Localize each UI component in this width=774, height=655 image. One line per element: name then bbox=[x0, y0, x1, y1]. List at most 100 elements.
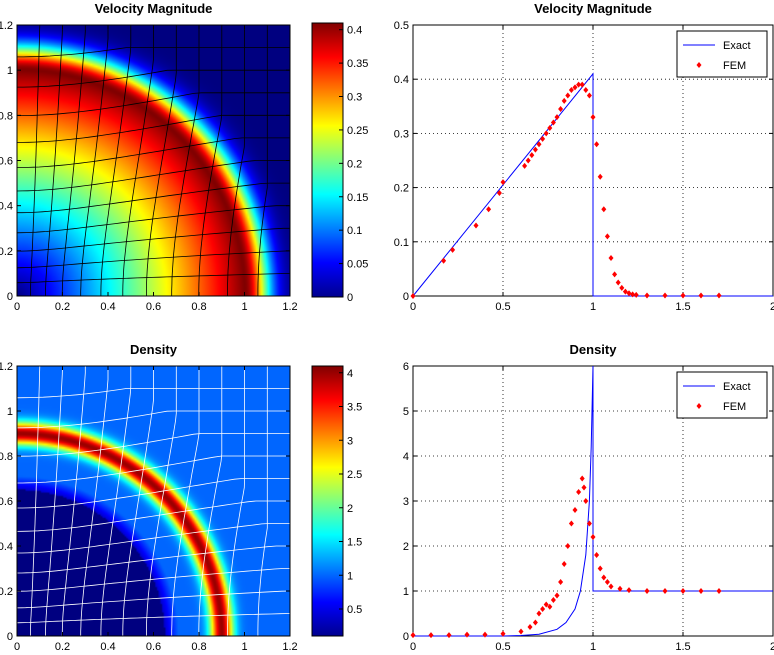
x-tick-label: 0.2 bbox=[55, 301, 70, 313]
y-tick-label: 0.1 bbox=[394, 237, 409, 249]
x-tick-label: 0.8 bbox=[191, 641, 206, 653]
legend-label: Exact bbox=[723, 40, 751, 52]
y-tick-label: 1.2 bbox=[0, 361, 13, 373]
mesh-group bbox=[16, 24, 291, 297]
x-tick-label: 1 bbox=[590, 301, 596, 313]
data-point bbox=[565, 543, 571, 549]
data-point bbox=[540, 606, 546, 612]
x-tick-label: 0 bbox=[14, 301, 20, 313]
data-point bbox=[518, 628, 524, 635]
data-point bbox=[630, 291, 636, 298]
x-tick-label: 0 bbox=[410, 301, 416, 313]
colorbar-tick-label: 2.5 bbox=[347, 469, 362, 481]
data-point bbox=[576, 81, 582, 88]
x-tick-label: 1 bbox=[590, 641, 596, 653]
data-point bbox=[590, 534, 596, 540]
colorbar-tick-label: 0.5 bbox=[347, 604, 362, 616]
legend-marker-swatch bbox=[696, 62, 702, 68]
data-point bbox=[536, 610, 542, 617]
colorbar-tick-label: 3 bbox=[347, 435, 353, 447]
data-point bbox=[410, 632, 416, 639]
y-tick-label: 1 bbox=[7, 65, 13, 77]
x-tick-label: 0.5 bbox=[495, 301, 510, 313]
x-tick-label: 2 bbox=[770, 641, 774, 653]
y-tick-label: 0.8 bbox=[0, 110, 13, 122]
data-point bbox=[698, 588, 704, 594]
data-point bbox=[619, 284, 625, 291]
legend-marker-swatch bbox=[696, 403, 702, 409]
data-point bbox=[540, 135, 546, 142]
y-tick-label: 0.6 bbox=[0, 496, 13, 508]
data-point bbox=[527, 624, 533, 630]
data-point bbox=[583, 498, 589, 504]
colorbar-tick-label: 0.1 bbox=[347, 225, 362, 237]
data-point bbox=[572, 507, 578, 513]
y-tick-label: 5 bbox=[403, 406, 409, 418]
data-point bbox=[450, 246, 456, 253]
colorbar-tick-label: 0.05 bbox=[347, 259, 368, 271]
data-point bbox=[612, 271, 618, 278]
x-tick-label: 0.8 bbox=[191, 301, 206, 313]
colorbar-tick-label: 2 bbox=[347, 503, 353, 515]
x-tick-label: 2 bbox=[770, 301, 774, 313]
x-tick-label: 0.4 bbox=[100, 641, 115, 653]
colorbar-tick-label: 0.25 bbox=[347, 125, 368, 137]
data-point bbox=[626, 290, 632, 297]
data-point bbox=[486, 206, 492, 213]
data-point bbox=[626, 587, 632, 594]
data-point bbox=[496, 190, 502, 197]
colorbar-tick-label: 4 bbox=[347, 368, 353, 380]
data-point bbox=[586, 520, 592, 527]
y-tick-label: 0.6 bbox=[0, 156, 13, 168]
data-point bbox=[550, 597, 556, 603]
chart-title: Density bbox=[570, 342, 618, 357]
x-tick-label: 1.2 bbox=[282, 301, 297, 313]
y-tick-label: 0.4 bbox=[394, 74, 409, 86]
data-point bbox=[597, 173, 603, 180]
data-point bbox=[522, 162, 528, 169]
data-point bbox=[547, 603, 553, 610]
legend-label: Exact bbox=[723, 381, 751, 393]
y-tick-label: 4 bbox=[403, 451, 409, 463]
colorbar-tick-label: 0.4 bbox=[347, 25, 362, 37]
data-point bbox=[579, 475, 585, 482]
data-point bbox=[565, 92, 571, 99]
data-point bbox=[543, 601, 549, 608]
y-tick-label: 0.2 bbox=[0, 246, 13, 258]
legend-label: FEM bbox=[723, 401, 746, 413]
x-tick-label: 1 bbox=[241, 641, 247, 653]
colorbar bbox=[311, 365, 344, 637]
x-tick-label: 1.5 bbox=[675, 301, 690, 313]
x-tick-label: 0 bbox=[14, 641, 20, 653]
data-point bbox=[615, 279, 621, 286]
y-tick-label: 1 bbox=[403, 586, 409, 598]
chart-title: Density bbox=[130, 342, 178, 357]
data-point bbox=[590, 114, 596, 121]
data-point bbox=[561, 561, 567, 567]
data-point bbox=[554, 114, 560, 121]
data-point bbox=[698, 292, 704, 299]
data-point bbox=[532, 146, 538, 153]
mesh-line bbox=[17, 47, 290, 58]
y-tick-label: 0.5 bbox=[394, 20, 409, 32]
data-point bbox=[500, 630, 506, 637]
data-point bbox=[579, 81, 585, 88]
data-point bbox=[680, 588, 686, 594]
y-tick-label: 0 bbox=[403, 291, 409, 303]
data-point bbox=[617, 585, 623, 592]
data-point bbox=[428, 632, 434, 639]
data-point bbox=[594, 552, 600, 558]
data-point bbox=[604, 233, 610, 240]
data-point bbox=[410, 293, 416, 299]
x-tick-label: 0.4 bbox=[100, 301, 115, 313]
data-point bbox=[662, 292, 668, 299]
data-point bbox=[550, 119, 556, 126]
colorbar-tick-label: 0.3 bbox=[347, 92, 362, 104]
mesh-line bbox=[257, 25, 268, 296]
y-tick-label: 0.2 bbox=[394, 183, 409, 195]
data-point bbox=[554, 592, 560, 599]
y-tick-label: 0.4 bbox=[0, 201, 13, 213]
colorbar-tick-label: 1 bbox=[347, 570, 353, 582]
data-point bbox=[608, 255, 614, 262]
data-point bbox=[532, 619, 538, 626]
